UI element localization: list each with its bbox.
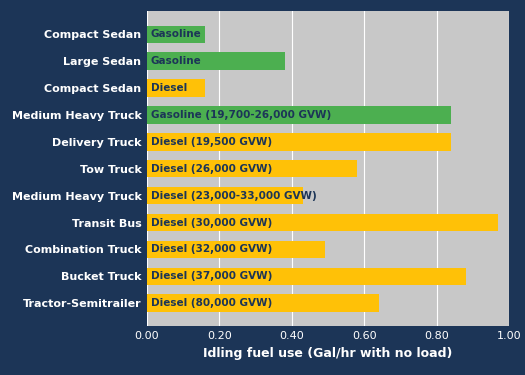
Text: Gasoline (19,700-26,000 GVW): Gasoline (19,700-26,000 GVW) xyxy=(151,110,331,120)
Text: Diesel (80,000 GVW): Diesel (80,000 GVW) xyxy=(151,298,272,308)
Text: Diesel (37,000 GVW): Diesel (37,000 GVW) xyxy=(151,271,272,281)
Text: Diesel (23,000-33,000 GVW): Diesel (23,000-33,000 GVW) xyxy=(151,190,317,201)
Text: Gasoline: Gasoline xyxy=(151,29,202,39)
Bar xyxy=(147,26,205,43)
Bar xyxy=(147,80,205,97)
Bar xyxy=(147,241,324,258)
Text: Diesel: Diesel xyxy=(151,83,187,93)
X-axis label: Idling fuel use (Gal/hr with no load): Idling fuel use (Gal/hr with no load) xyxy=(204,346,453,360)
Bar xyxy=(147,187,303,204)
Bar xyxy=(147,53,285,70)
Bar xyxy=(147,106,452,124)
Text: Diesel (26,000 GVW): Diesel (26,000 GVW) xyxy=(151,164,272,174)
Bar xyxy=(147,133,452,151)
Bar xyxy=(147,160,357,177)
Text: Gasoline: Gasoline xyxy=(151,56,202,66)
Text: Diesel (30,000 GVW): Diesel (30,000 GVW) xyxy=(151,217,272,228)
Bar xyxy=(147,268,466,285)
Bar xyxy=(147,214,498,231)
Bar xyxy=(147,294,379,312)
Text: Diesel (32,000 GVW): Diesel (32,000 GVW) xyxy=(151,244,272,254)
Text: Diesel (19,500 GVW): Diesel (19,500 GVW) xyxy=(151,137,272,147)
